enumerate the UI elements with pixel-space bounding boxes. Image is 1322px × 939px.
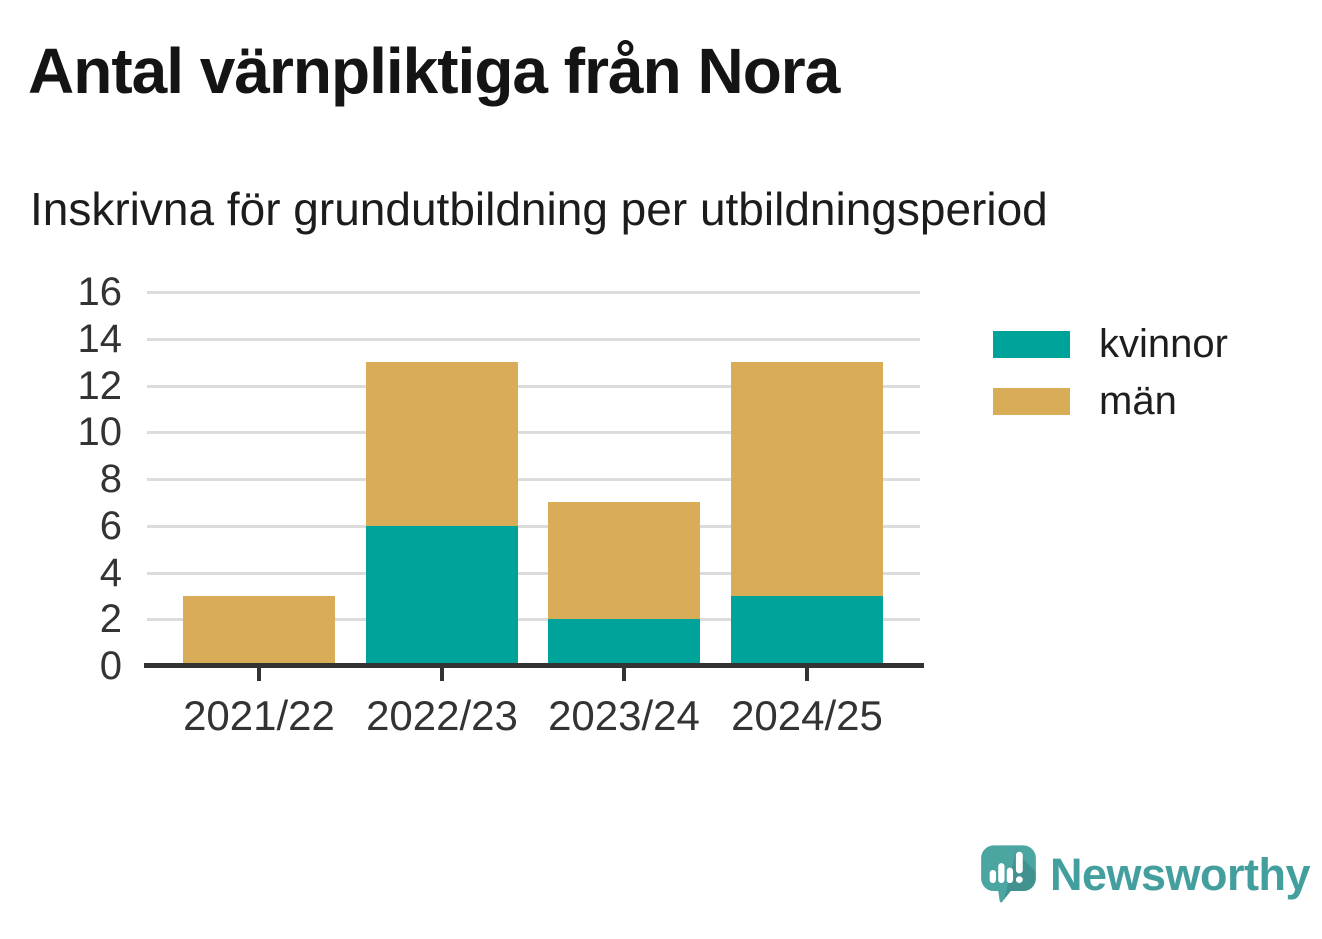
legend: kvinnor män bbox=[993, 322, 1228, 438]
gridline bbox=[147, 385, 920, 388]
gridline bbox=[147, 291, 920, 294]
legend-item-kvinnor: kvinnor bbox=[993, 322, 1228, 366]
gridline bbox=[147, 572, 920, 575]
y-axis-tick-label: 6 bbox=[99, 504, 122, 548]
newsworthy-logo: Newsworthy bbox=[980, 844, 1311, 905]
bar-segment-män bbox=[548, 502, 700, 619]
bar-segment-kvinnor bbox=[731, 596, 883, 666]
legend-swatch-män bbox=[993, 388, 1070, 415]
legend-item-män: män bbox=[993, 379, 1228, 423]
bar-segment-män bbox=[183, 596, 335, 666]
y-axis-tick-label: 8 bbox=[99, 457, 122, 501]
y-axis-tick-label: 16 bbox=[77, 270, 123, 314]
gridline bbox=[147, 618, 920, 621]
y-axis-tick-label: 4 bbox=[99, 551, 122, 595]
newsworthy-logo-text: Newsworthy bbox=[1050, 848, 1311, 900]
x-axis-tick bbox=[622, 668, 626, 681]
bar-segment-kvinnor bbox=[366, 526, 518, 666]
gridline bbox=[147, 525, 920, 528]
y-axis-tick-label: 2 bbox=[99, 597, 122, 641]
chart-subtitle: Inskrivna för grundutbildning per utbild… bbox=[30, 183, 1048, 235]
legend-label: män bbox=[1099, 379, 1177, 423]
y-axis-tick-label: 14 bbox=[77, 317, 123, 361]
bar-segment-kvinnor bbox=[548, 619, 700, 666]
y-axis-tick-label: 12 bbox=[77, 364, 123, 408]
y-axis-tick-label: 10 bbox=[77, 410, 123, 454]
x-axis-category-label: 2021/22 bbox=[183, 692, 335, 739]
y-axis-tick-label: 0 bbox=[99, 644, 122, 688]
bar-segment-män bbox=[731, 362, 883, 596]
x-axis-category-label: 2024/25 bbox=[731, 692, 883, 739]
legend-label: kvinnor bbox=[1099, 322, 1228, 366]
page-title: Antal värnpliktiga från Nora bbox=[28, 35, 840, 107]
bar-segment-män bbox=[366, 362, 518, 526]
legend-swatch-kvinnor bbox=[993, 331, 1070, 358]
gridline bbox=[147, 478, 920, 481]
x-axis-category-label: 2023/24 bbox=[548, 692, 700, 739]
x-axis-line bbox=[144, 663, 924, 668]
x-axis-tick bbox=[257, 668, 261, 681]
gridline bbox=[147, 338, 920, 341]
x-axis-category-label: 2022/23 bbox=[366, 692, 518, 739]
gridline bbox=[147, 431, 920, 434]
x-axis-tick bbox=[805, 668, 809, 681]
x-axis-tick bbox=[440, 668, 444, 681]
newsworthy-logo-icon bbox=[981, 845, 1036, 903]
